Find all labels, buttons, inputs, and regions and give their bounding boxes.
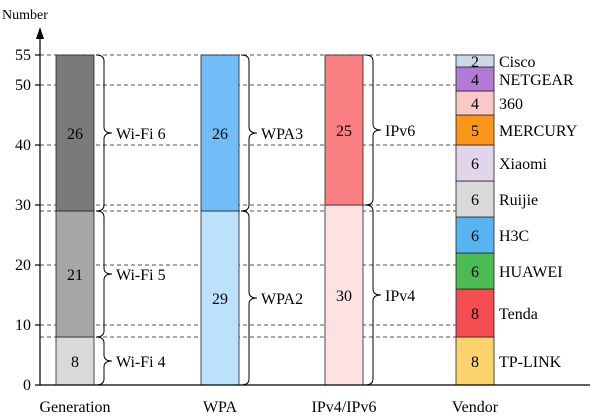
segment-name-label: MERCURY — [499, 123, 578, 140]
bar-value-label: 8 — [71, 354, 79, 371]
segment-name-label: Tenda — [499, 306, 538, 323]
bar-value-label: 6 — [471, 156, 479, 173]
y-tick-label: 50 — [15, 77, 31, 94]
bar-segment — [55, 336, 95, 386]
bar-value-label: 25 — [336, 123, 352, 140]
bar-value-label: 2 — [471, 54, 479, 71]
bar-segment — [324, 54, 364, 206]
y-tick-label: 55 — [15, 47, 31, 64]
bar-segment — [455, 216, 495, 254]
bar-segment — [455, 180, 495, 218]
bar-value-label: 4 — [471, 96, 479, 113]
bar-value-label: 6 — [471, 228, 479, 245]
brace — [364, 54, 382, 206]
brace — [364, 204, 382, 386]
y-tick-label: 20 — [15, 257, 31, 274]
bar-segment — [55, 54, 95, 212]
bar-value-label: 30 — [336, 288, 352, 305]
bars — [55, 54, 495, 386]
braces — [95, 54, 382, 386]
bar-segment — [200, 54, 240, 212]
brace — [240, 210, 258, 386]
bar-value-label: 5 — [471, 123, 479, 140]
x-category-label: WPA — [203, 399, 238, 416]
y-axis-arrow-icon — [36, 27, 44, 39]
y-tick-label: 0 — [23, 377, 31, 394]
segment-name-label: IPv6 — [385, 123, 415, 140]
bar-value-label: 26 — [67, 126, 83, 143]
segment-name-label: Wi-Fi 4 — [116, 354, 166, 371]
bar-value-label: 8 — [471, 306, 479, 323]
x-category-label: Generation — [39, 399, 110, 416]
segment-name-label: IPv4 — [385, 288, 415, 305]
y-tick-label: 10 — [15, 317, 31, 334]
bar-value-label: 21 — [67, 267, 83, 284]
bar-value-label: 26 — [212, 126, 228, 143]
bar-value-label: 29 — [212, 291, 228, 308]
segment-name-label: NETGEAR — [499, 72, 574, 89]
brace — [95, 210, 113, 338]
bar-value-label: 6 — [471, 192, 479, 209]
segment-name-label: H3C — [499, 228, 529, 245]
y-axis-title: Number — [2, 8, 48, 23]
bar-segment — [200, 210, 240, 386]
segment-name-label: 360 — [499, 96, 523, 113]
bar-segment — [455, 90, 495, 116]
bar-value-label: 6 — [471, 264, 479, 281]
bar-segment — [455, 288, 495, 338]
x-category-label: IPv4/IPv6 — [312, 399, 377, 416]
bar-segment — [324, 204, 364, 386]
segment-name-label: HUAWEI — [499, 264, 563, 281]
brace — [95, 54, 113, 212]
y-tick-label: 30 — [15, 197, 31, 214]
bar-segment — [455, 54, 495, 68]
bar-segment — [455, 66, 495, 92]
segment-name-label: Cisco — [499, 54, 535, 71]
segment-name-label: Xiaomi — [499, 156, 548, 173]
segment-name-label: WPA2 — [261, 291, 303, 308]
segment-name-label: Wi-Fi 5 — [116, 267, 166, 284]
segment-name-label: Ruijie — [499, 192, 538, 209]
brace — [240, 54, 258, 212]
bar-segment — [455, 144, 495, 182]
bar-segment — [455, 336, 495, 386]
segment-name-label: TP-LINK — [499, 354, 562, 371]
bar-value-label: 8 — [471, 354, 479, 371]
brace — [95, 336, 113, 386]
x-category-label: Vendor — [452, 399, 499, 416]
bar-segment — [55, 210, 95, 338]
y-tick-label: 40 — [15, 137, 31, 154]
segment-name-label: Wi-Fi 6 — [116, 126, 166, 143]
bar-value-label: 4 — [471, 72, 479, 89]
bar-segment — [455, 252, 495, 290]
segment-name-label: WPA3 — [261, 126, 303, 143]
axes: Number — [2, 8, 590, 386]
